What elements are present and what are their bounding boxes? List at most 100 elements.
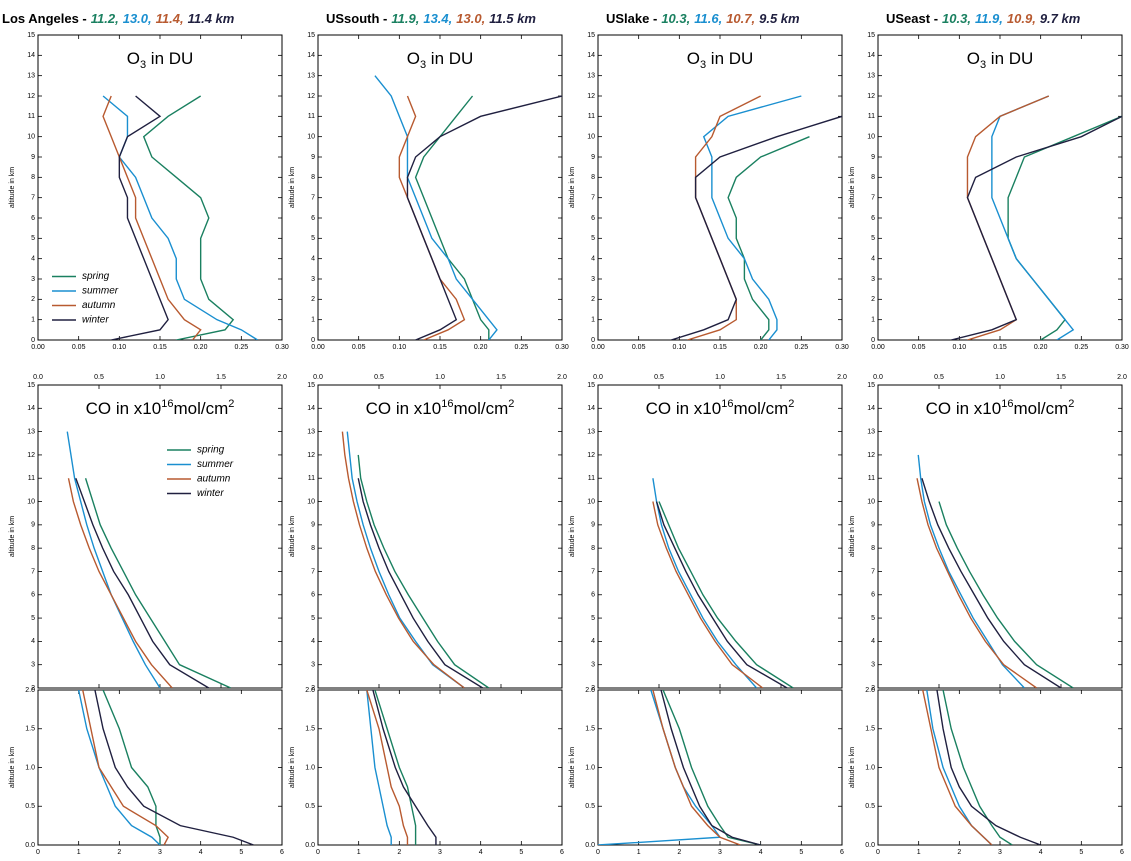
- legend-label: spring: [197, 445, 225, 456]
- x-tick-label: 5: [519, 849, 523, 856]
- panel-title-part: 3: [420, 59, 426, 71]
- y-tick-label: 1.0: [305, 764, 315, 771]
- panel: 0.0 0.5 1.0 1.5 2.0 0 1 2 3 4 5 6 altitude in km: [849, 687, 1124, 856]
- profile-line: [687, 95, 761, 340]
- x-tick-label: 1.0: [155, 374, 165, 381]
- y-tick-label: 12: [587, 93, 595, 100]
- x-tick-label: 2: [677, 849, 681, 856]
- y-tick-label: 5: [871, 615, 875, 622]
- y-tick-label: 8: [311, 545, 315, 552]
- y-tick-label: 4: [31, 638, 35, 645]
- y-tick-label: 11: [868, 475, 875, 482]
- profile-line: [75, 477, 210, 688]
- x-tick-label: 0.00: [311, 344, 325, 351]
- y-tick-label: 1: [31, 317, 35, 324]
- y-tick-label: 9: [871, 522, 875, 529]
- y-tick-label: 7: [871, 195, 875, 202]
- y-tick-label: 7: [591, 568, 595, 575]
- y-tick-label: 2: [311, 296, 315, 303]
- x-tick-label: 1.0: [435, 374, 445, 381]
- x-tick-label: 0.30: [555, 344, 569, 351]
- profile-line: [1007, 115, 1122, 340]
- profile-line: [655, 501, 788, 688]
- legend-label: summer: [197, 459, 234, 470]
- plot-frame: [317, 689, 563, 846]
- y-tick-label: 3: [871, 662, 875, 669]
- y-tick-label: 6: [311, 215, 315, 222]
- y-tick-label: 11: [28, 475, 35, 482]
- plot-frame: [597, 384, 843, 689]
- y-tick-label: 5: [591, 615, 595, 622]
- profile-line: [374, 75, 498, 340]
- y-tick-label: 2.0: [585, 687, 595, 694]
- y-axis-label: altitude in km: [849, 516, 856, 557]
- y-tick-label: 9: [311, 522, 315, 529]
- profile-line: [938, 501, 1074, 688]
- panel-title-part: mol/cm: [733, 399, 788, 418]
- y-tick-label: 13: [867, 428, 875, 435]
- profile-line: [82, 690, 169, 845]
- x-tick-label: 0.20: [1034, 344, 1048, 351]
- profile-line: [102, 690, 161, 845]
- y-tick-label: 1: [311, 317, 315, 324]
- y-tick-label: 0: [311, 337, 315, 344]
- y-axis-label: altitude in km: [849, 167, 856, 208]
- y-tick-label: 14: [27, 405, 35, 412]
- y-tick-label: 6: [591, 592, 595, 599]
- y-tick-label: 6: [31, 215, 35, 222]
- column-title: Los Angeles - 11.2, 13.0, 11.4, 11.4 km: [2, 11, 235, 26]
- y-tick-label: 6: [311, 592, 315, 599]
- y-axis-label: altitude in km: [569, 516, 576, 557]
- y-tick-label: 2.0: [305, 687, 315, 694]
- profile-line: [652, 501, 764, 688]
- y-tick-label: 10: [867, 134, 875, 141]
- x-tick-label: 4: [759, 849, 763, 856]
- y-tick-label: 3: [591, 662, 595, 669]
- profile-line: [94, 690, 254, 845]
- y-tick-label: 6: [871, 215, 875, 222]
- y-axis-label: altitude in km: [849, 747, 856, 788]
- x-tick-label: 2.0: [557, 374, 567, 381]
- y-tick-label: 0.5: [865, 803, 875, 810]
- profile-line: [84, 478, 232, 688]
- panel-title: O3 in DU: [407, 49, 474, 70]
- x-tick-label: 0.5: [654, 374, 664, 381]
- profile-line: [702, 95, 802, 340]
- x-tick-label: 2: [957, 849, 961, 856]
- panel-title-part: CO in x10: [646, 399, 722, 418]
- profile-line: [341, 431, 465, 688]
- y-tick-label: 0.0: [585, 842, 595, 849]
- y-tick-label: 10: [27, 498, 35, 505]
- panel-title-part: 3: [700, 59, 706, 71]
- y-tick-label: 15: [587, 382, 595, 389]
- y-tick-label: 3: [591, 276, 595, 283]
- y-tick-label: 2: [591, 685, 595, 692]
- y-tick-label: 14: [27, 52, 35, 59]
- profile-line: [111, 95, 169, 340]
- x-tick-label: 0: [316, 849, 320, 856]
- panel-title: CO in x1016mol/cm2: [366, 398, 515, 419]
- profile-line: [670, 115, 842, 340]
- x-tick-label: 0: [36, 849, 40, 856]
- y-tick-label: 2: [311, 685, 315, 692]
- x-tick-label: 1: [637, 849, 641, 856]
- x-tick-label: 4: [1039, 849, 1043, 856]
- y-tick-label: 15: [867, 382, 875, 389]
- x-tick-label: 1.0: [715, 374, 725, 381]
- y-tick-label: 8: [871, 545, 875, 552]
- y-tick-label: 0.5: [305, 803, 315, 810]
- y-tick-label: 1: [871, 317, 875, 324]
- panel-title-part: O: [407, 49, 420, 68]
- y-tick-label: 0: [871, 337, 875, 344]
- x-tick-label: 0.10: [393, 344, 407, 351]
- y-tick-label: 4: [591, 256, 595, 263]
- panel-title-part: 2: [508, 398, 514, 410]
- tropopause-label: 11.4 km: [188, 11, 235, 26]
- panel-title-part: mol/cm: [1013, 399, 1068, 418]
- legend-label: summer: [82, 286, 119, 297]
- y-tick-label: 11: [588, 113, 595, 120]
- y-tick-label: 14: [307, 52, 315, 59]
- y-tick-label: 3: [311, 662, 315, 669]
